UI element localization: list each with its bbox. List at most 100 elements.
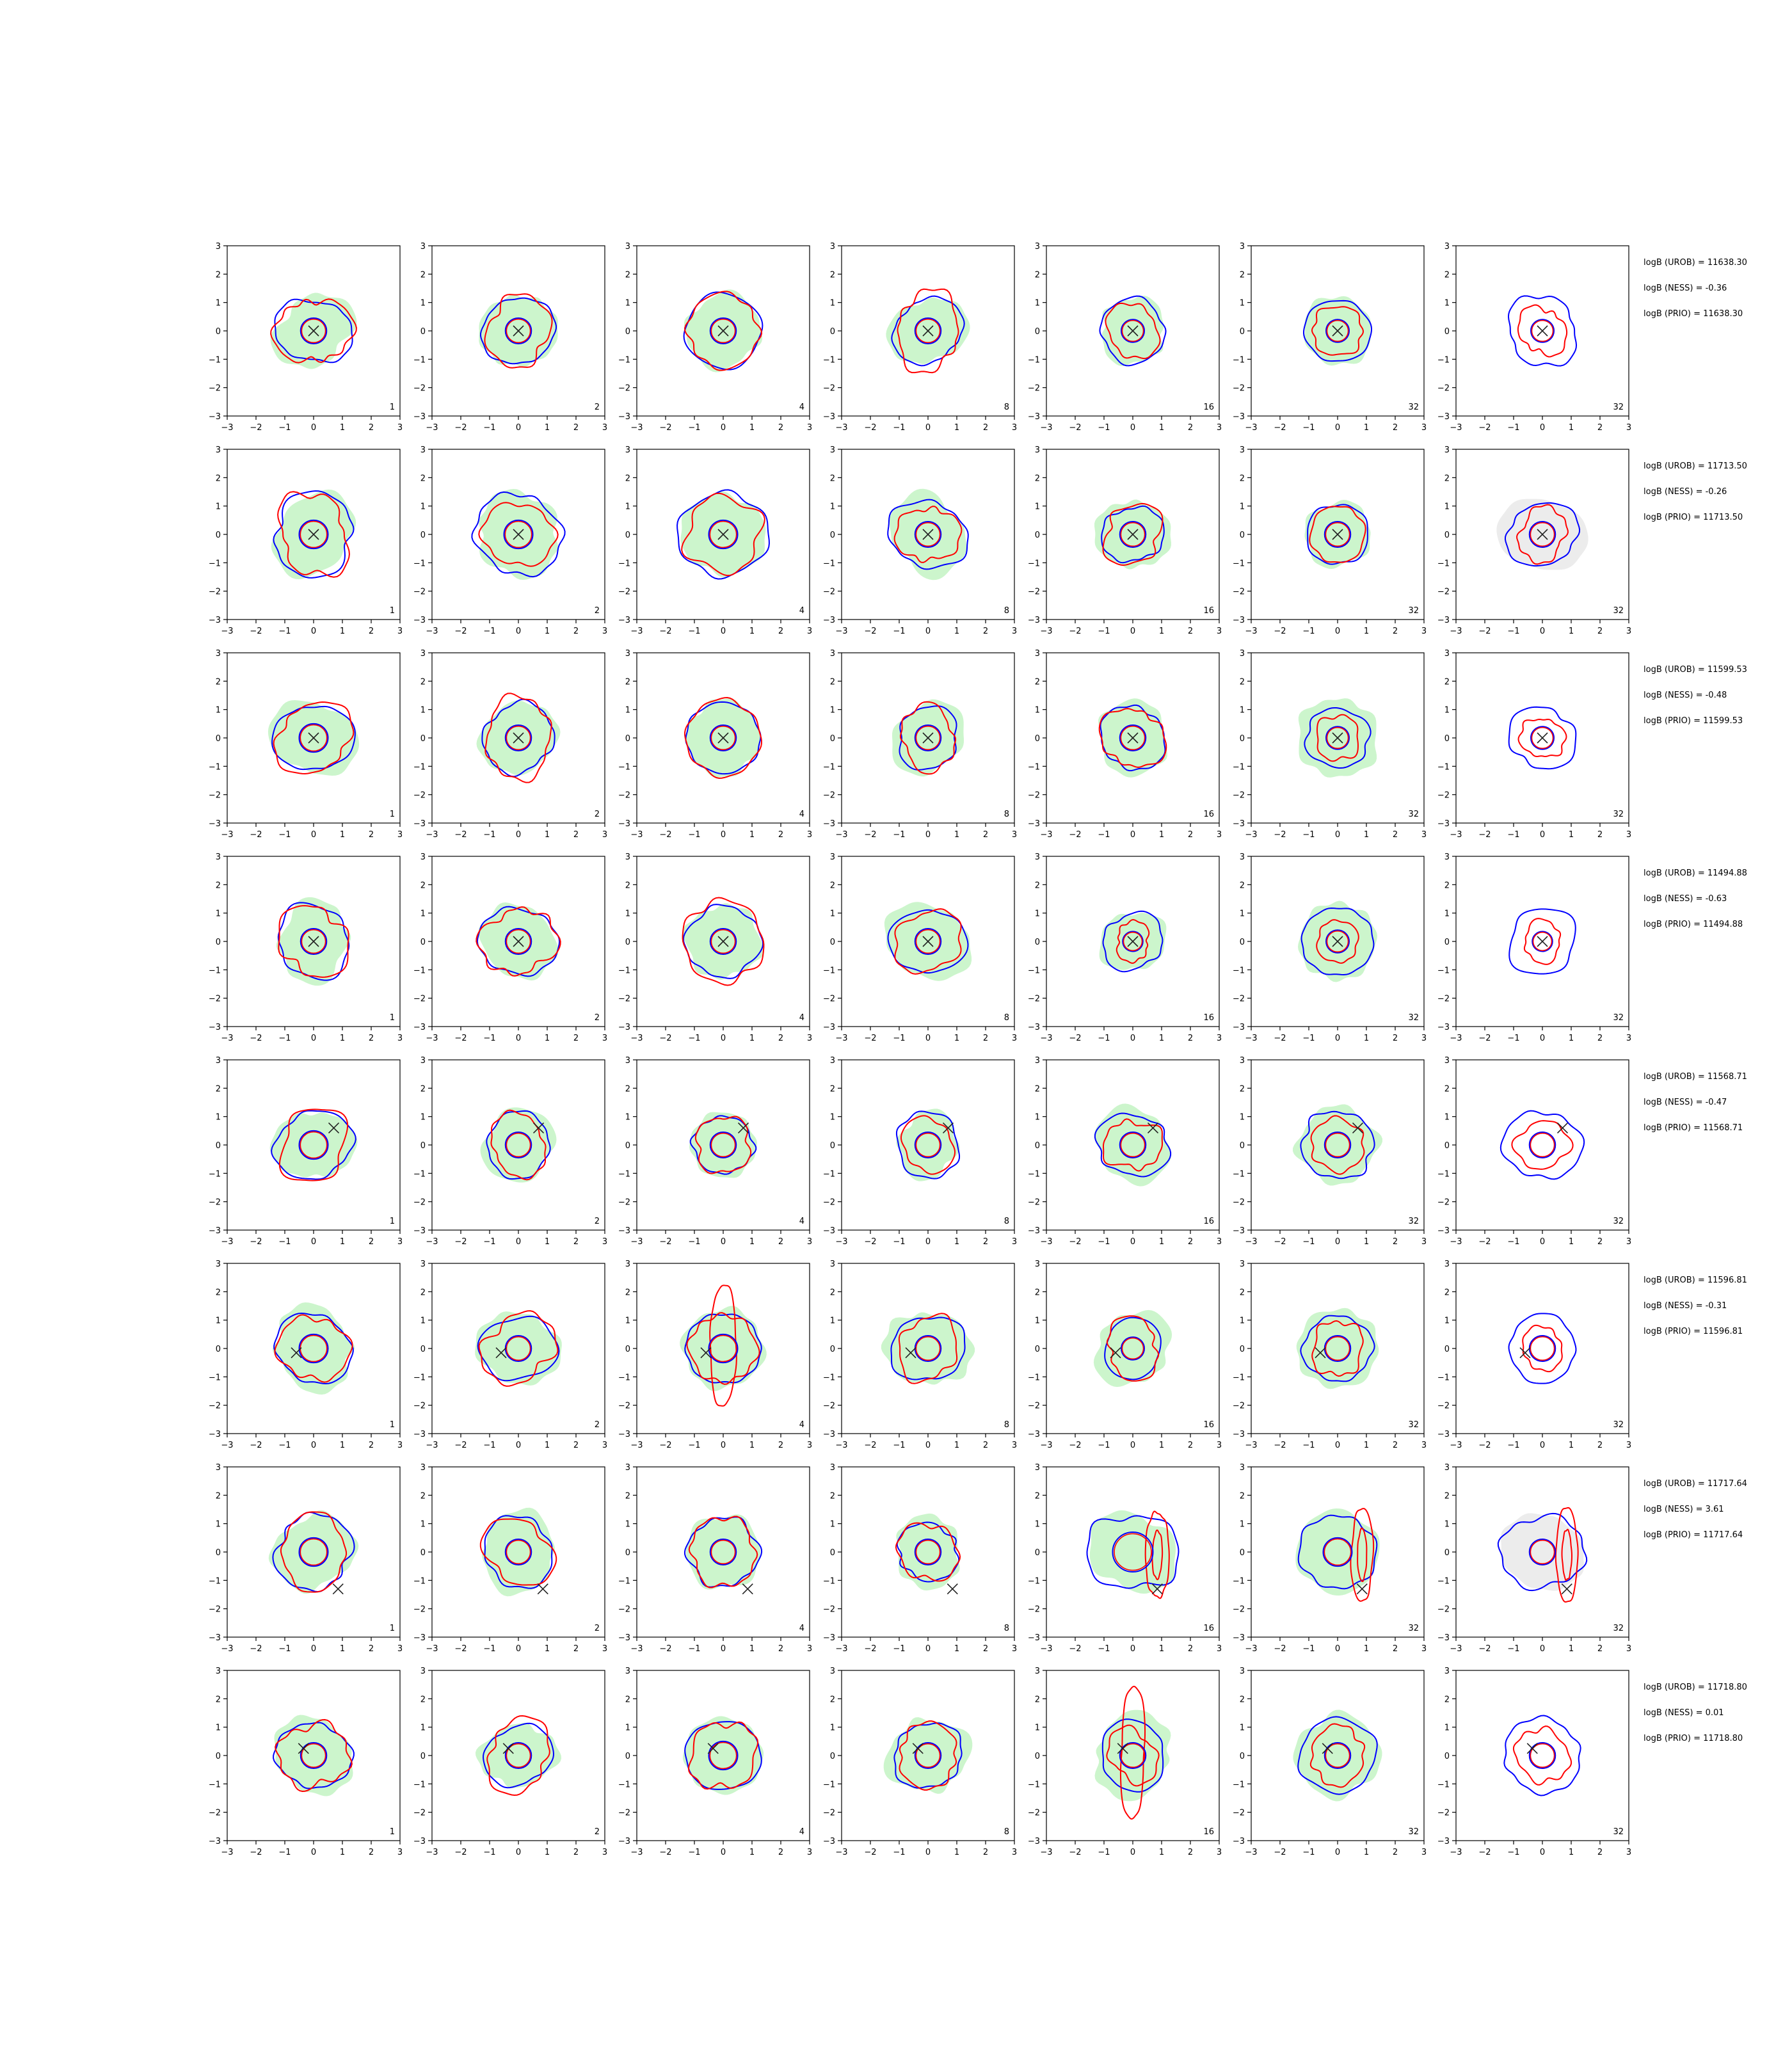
panel-contours (475, 1310, 562, 1387)
red-inner-contour (1531, 319, 1554, 342)
x-tick-label: −1 (1507, 1848, 1519, 1857)
x-tick-label: −3 (1245, 627, 1257, 636)
x-tick-label: 1 (340, 1644, 345, 1654)
y-tick-label: 3 (830, 1463, 835, 1473)
x-tick-label: 0 (516, 1644, 521, 1654)
red-outer-contour (277, 491, 350, 578)
panel-r7-c3: −3 −2 −1 0 1 2 3 3 2 1 0 −1 −2 −3 4 (618, 1463, 812, 1654)
y-tick-label: 1 (830, 1520, 835, 1530)
y-tick-label: −3 (618, 819, 630, 829)
x-tick-label: −2 (1478, 1644, 1491, 1654)
red-inner-contour (506, 929, 531, 954)
y-tick-label: 2 (830, 1695, 835, 1704)
x-tick-label: 3 (1012, 423, 1017, 433)
y-tick-label: 3 (830, 1260, 835, 1269)
red-outer-contour (682, 897, 765, 986)
y-tick-label: −3 (209, 1837, 221, 1846)
x-tick-label: 0 (1540, 1644, 1545, 1654)
red-outer-contour (479, 1518, 557, 1586)
red-outer-contour (900, 1115, 956, 1175)
x-tick-label: −2 (454, 423, 467, 433)
y-tick-label: 1 (830, 299, 835, 308)
red-inner-contour (915, 1743, 941, 1768)
x-tick-label: 0 (925, 423, 931, 433)
y-tick-label: −3 (1028, 1430, 1040, 1439)
stat-line: logB (NESS) = -0.26 (1644, 487, 1727, 497)
red-side-contour (1555, 1507, 1579, 1603)
panel-corner-label: 4 (799, 1624, 804, 1633)
y-tick-label: 2 (1444, 1695, 1450, 1704)
x-tick-label: 2 (983, 1644, 988, 1654)
y-tick-label: 0 (420, 1548, 426, 1558)
y-tick-label: 3 (830, 1667, 835, 1676)
panel-contours (268, 700, 360, 776)
panel-contours (1497, 1507, 1588, 1603)
x-tick-label: 1 (1159, 830, 1164, 840)
blue-outer-contour (684, 1516, 763, 1588)
x-tick-label: −3 (221, 1237, 233, 1247)
panel-r4-c2: −3 −2 −1 0 1 2 3 3 2 1 0 −1 −2 −3 2 (413, 852, 607, 1043)
y-tick-label: 3 (1240, 649, 1245, 659)
panel-r4-c4: −3 −2 −1 0 1 2 3 3 2 1 0 −1 −2 −3 8 (823, 852, 1017, 1043)
panel-corner-label: 16 (1203, 606, 1214, 616)
panel-contours (1296, 1308, 1379, 1389)
x-tick-label: −1 (688, 1034, 700, 1043)
x-tick-label: −3 (1245, 423, 1257, 433)
x-tick-label: 0 (721, 627, 726, 636)
y-tick-label: 0 (1240, 734, 1245, 744)
x-tick-label: −2 (864, 1237, 876, 1247)
y-tick-label: −2 (413, 1402, 426, 1411)
red-outer-contour (278, 905, 349, 978)
blue-outer-contour (1300, 1110, 1375, 1180)
x-tick-label: 0 (925, 1644, 931, 1654)
y-tick-label: 2 (1035, 1288, 1040, 1297)
x-tick-label: 3 (1421, 1034, 1427, 1043)
y-tick-label: −1 (209, 1373, 221, 1382)
x-tick-label: 0 (311, 1237, 316, 1247)
y-tick-label: −1 (413, 559, 426, 568)
x-tick-label: 3 (602, 1237, 607, 1247)
x-tick-label: −1 (688, 1237, 700, 1247)
x-tick-label: −3 (426, 1644, 438, 1654)
y-tick-label: 3 (1444, 852, 1450, 862)
red-outer-contour (1106, 1724, 1160, 1787)
y-tick-label: 3 (420, 1056, 426, 1066)
panel-contours (1292, 1104, 1383, 1186)
true-value-marker (1110, 1347, 1121, 1359)
x-tick-label: −3 (835, 1237, 847, 1247)
panel-corner-label: 8 (1004, 1624, 1009, 1633)
y-tick-label: 2 (1240, 1084, 1245, 1094)
y-tick-label: 0 (216, 531, 221, 540)
panel-corner-label: 1 (390, 606, 395, 616)
x-tick-label: −3 (835, 1644, 847, 1654)
y-tick-label: −1 (1233, 355, 1245, 365)
y-tick-label: 0 (625, 1752, 630, 1761)
red-outer-contour (484, 692, 552, 783)
panel-corner-label: 1 (390, 1624, 395, 1633)
panel-contours (1298, 698, 1377, 778)
y-tick-label: 1 (1035, 1113, 1040, 1123)
x-tick-label: 0 (516, 627, 521, 636)
panel-contours (1093, 1309, 1172, 1388)
red-inner-contour (1325, 1336, 1350, 1361)
stat-line: logB (PRIO) = 11494.88 (1644, 920, 1743, 929)
x-tick-label: −1 (893, 627, 905, 636)
y-tick-label: −3 (1437, 616, 1450, 625)
x-tick-label: −3 (630, 1441, 643, 1450)
x-tick-label: 0 (1130, 1237, 1135, 1247)
green-density-region (268, 1510, 359, 1594)
y-tick-label: 0 (1444, 1345, 1450, 1354)
y-tick-label: −3 (618, 1430, 630, 1439)
x-tick-label: −1 (278, 423, 291, 433)
x-tick-label: −2 (1478, 1237, 1491, 1247)
y-tick-label: −1 (1028, 762, 1040, 772)
y-tick-label: 3 (216, 445, 221, 455)
x-tick-label: 0 (1540, 1848, 1545, 1857)
y-tick-label: 0 (1444, 1141, 1450, 1151)
y-tick-label: 2 (1240, 270, 1245, 280)
y-tick-label: −3 (823, 1226, 835, 1236)
y-tick-label: −3 (413, 1430, 426, 1439)
blue-inner-contour (298, 723, 329, 753)
panel-contours (1508, 908, 1576, 975)
